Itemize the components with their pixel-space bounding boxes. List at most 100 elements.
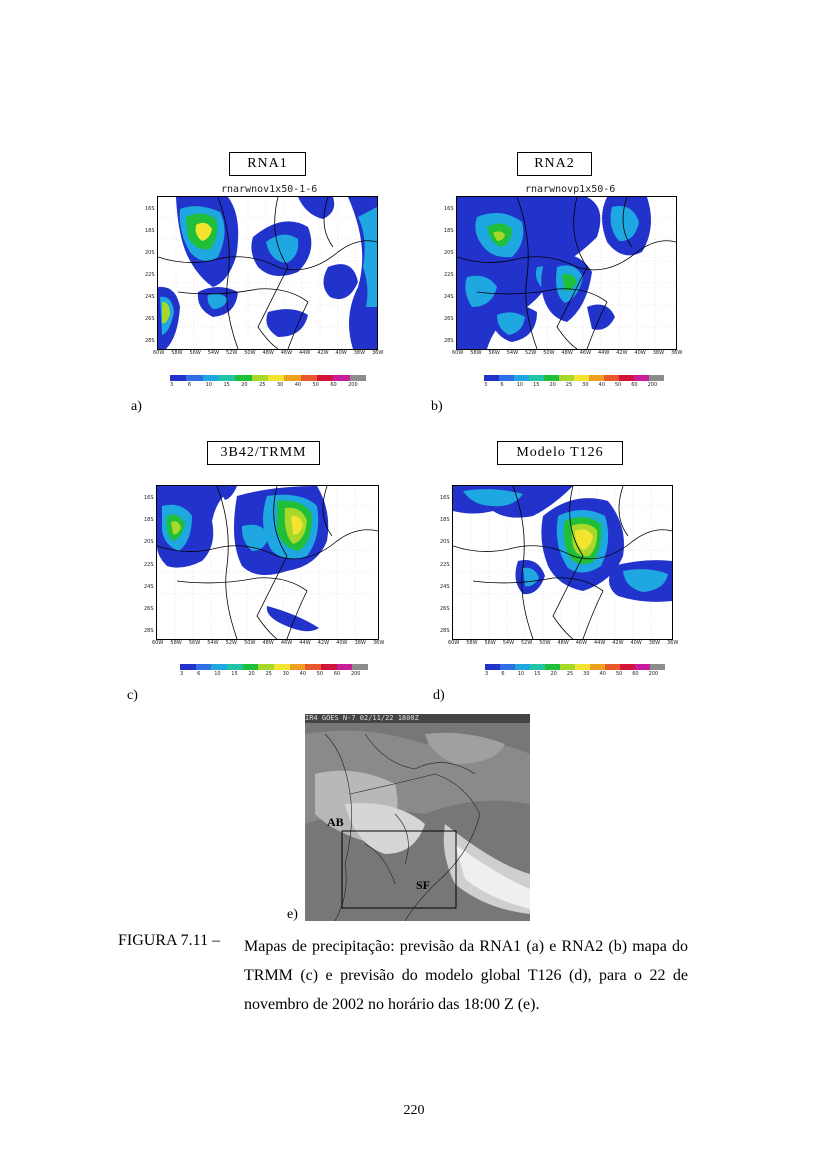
colorbar-tick-label: 50 xyxy=(312,382,319,388)
colorbar-swatch xyxy=(267,375,285,381)
lon-tick-label: 50W xyxy=(244,350,256,356)
colorbar-swatch xyxy=(649,375,664,381)
satellite-image: IR4 GOES N-7 02/11/22 1800Z AB SF xyxy=(305,714,530,921)
lat-tick-label: 24S xyxy=(144,583,154,590)
lon-tick-label: 42W xyxy=(317,640,330,646)
colorbar-swatch xyxy=(251,375,268,381)
lon-tick-label: 56W xyxy=(188,640,201,646)
lon-tick-label: 48W xyxy=(262,640,274,646)
colorbar-swatch xyxy=(305,664,322,670)
lat-tick-label: 18S xyxy=(440,517,450,524)
colorbar-tick-label: 40 xyxy=(299,671,307,677)
colorbar-swatch xyxy=(186,375,203,381)
colorbar-swatch xyxy=(515,664,530,670)
colorbar-tick-label: 10 xyxy=(214,671,221,677)
lon-tick-label: 40W xyxy=(336,640,348,646)
colorbar-swatch xyxy=(574,375,589,381)
figure-caption-label: FIGURA 7.11 – xyxy=(118,932,221,949)
lon-tick-label: 44W xyxy=(299,350,311,356)
colorbar-swatch xyxy=(514,375,529,381)
colorbar-swatch xyxy=(589,375,604,381)
lat-tick-label: 28S xyxy=(444,338,454,344)
colorbar-swatch xyxy=(274,664,290,670)
satellite-label-ab: AB xyxy=(327,815,344,829)
colorbar-b xyxy=(484,375,664,381)
lon-tick-label: 42W xyxy=(616,350,628,356)
colorbar-tick-label: 40 xyxy=(294,382,302,388)
colorbar-tick-label: 50 xyxy=(614,382,622,388)
colorbar-tick-label: 25 xyxy=(566,671,574,677)
lon-tick-label: 46W xyxy=(280,640,293,646)
lat-tick-label: 22S xyxy=(440,561,450,568)
lon-tick-label: 54W xyxy=(506,350,519,356)
colorbar-swatch xyxy=(300,375,317,381)
colorbar-b-labels: 3 6 10 15 20 25 30 40 50 60 200 xyxy=(484,382,664,388)
lon-tick-label: 54W xyxy=(207,350,220,356)
colorbar-tick-label: 20 xyxy=(248,671,255,677)
colorbar-swatch xyxy=(545,664,560,670)
lon-tick-label: 44W xyxy=(598,350,610,356)
colorbar-swatch xyxy=(499,375,514,381)
colorbar-tick-label: 20 xyxy=(549,382,556,388)
lat-tick-label: 22S xyxy=(144,561,154,568)
lat-tick-label: 20S xyxy=(145,250,155,256)
panel-c-map xyxy=(156,485,379,640)
colorbar-swatch xyxy=(500,664,515,670)
colorbar-tick-label: 3 xyxy=(180,671,184,677)
lat-tick-label: 22S xyxy=(444,272,454,278)
colorbar-tick-label: 25 xyxy=(259,382,266,388)
lat-tick-label: 16S xyxy=(440,495,450,501)
lon-tick-label: 38W xyxy=(648,640,661,646)
lat-tick-label: 26S xyxy=(144,605,154,612)
panel-b-letter: b) xyxy=(431,399,443,414)
lon-tick-label: 58W xyxy=(170,640,182,646)
colorbar-d xyxy=(485,664,665,670)
colorbar-swatch xyxy=(575,664,590,670)
colorbar-tick-label: 6 xyxy=(500,382,504,388)
lon-tick-label: 50W xyxy=(244,640,256,646)
colorbar-swatch xyxy=(349,375,366,381)
lon-tick-label: 46W xyxy=(575,640,588,646)
colorbar-tick-label: 200 xyxy=(350,671,361,677)
colorbar-tick-label: 60 xyxy=(333,671,341,677)
colorbar-tick-label: 60 xyxy=(632,671,639,677)
colorbar-tick-label: 200 xyxy=(647,382,658,388)
lon-tick-label: 56W xyxy=(189,350,201,356)
lon-tick-label: 54W xyxy=(207,640,219,646)
lat-tick-label: 24S xyxy=(145,294,155,300)
colorbar-tick-label: 3 xyxy=(485,671,489,677)
figure-caption-text: Mapas de precipitação: previsão da RNA1 … xyxy=(244,938,688,1013)
colorbar-tick-label: 10 xyxy=(516,382,524,388)
lon-tick-label: 50W xyxy=(539,640,551,646)
lon-tick-label: 38W xyxy=(354,640,366,646)
colorbar-tick-label: 50 xyxy=(316,671,324,677)
colorbar-swatch xyxy=(544,375,559,381)
colorbar-tick-label: 60 xyxy=(330,382,337,388)
lat-tick-label: 24S xyxy=(444,294,454,300)
colorbar-tick-label: 20 xyxy=(241,382,248,388)
panel-d-map xyxy=(452,485,673,640)
colorbar-swatch xyxy=(242,664,259,670)
lon-tick-label: 52W xyxy=(525,350,537,356)
colorbar-a-labels: 3 6 10 15 20 25 30 40 50 60 200 xyxy=(170,382,366,388)
lon-tick-label: 54W xyxy=(502,640,515,646)
lat-tick-label: 22S xyxy=(145,272,155,278)
lon-tick-label: 60W xyxy=(452,350,464,356)
panel-d-letter: d) xyxy=(433,688,445,703)
panel-a-subtitle: rnarwnov1x50-1-6 xyxy=(221,184,318,195)
colorbar-tick-label: 30 xyxy=(282,671,289,677)
colorbar-swatch xyxy=(321,664,337,670)
colorbar-tick-label: 10 xyxy=(205,382,212,388)
colorbar-tick-label: 3 xyxy=(484,382,488,388)
lon-tick-label: 52W xyxy=(521,640,533,646)
colorbar-swatch xyxy=(530,664,545,670)
lon-tick-label: 60W xyxy=(153,350,165,356)
colorbar-tick-label: 6 xyxy=(197,671,201,677)
panel-a-map xyxy=(157,196,378,350)
colorbar-swatch xyxy=(352,664,369,670)
lat-tick-label: 28S xyxy=(145,338,155,344)
panel-a-letter: a) xyxy=(131,399,142,414)
lon-tick-label: 40W xyxy=(634,350,646,356)
lat-tick-label: 16S xyxy=(144,495,154,501)
colorbar-swatch xyxy=(316,375,334,381)
